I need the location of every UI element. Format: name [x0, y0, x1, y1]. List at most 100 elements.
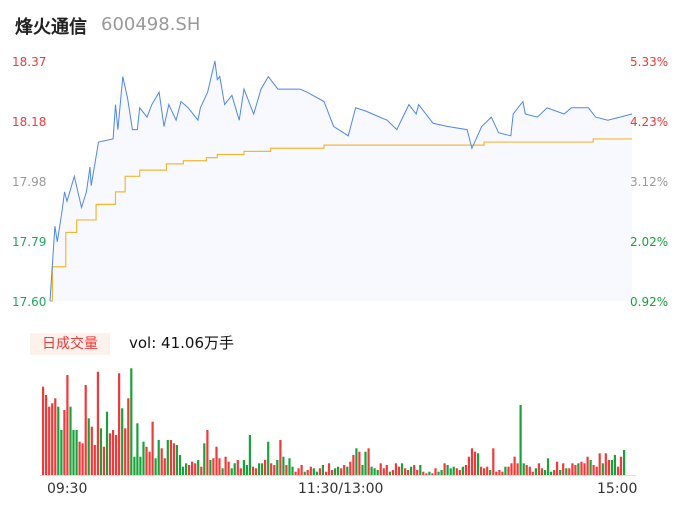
volume-bar — [550, 471, 553, 475]
volume-bar — [133, 456, 136, 475]
volume-bar — [358, 451, 361, 475]
volume-bar — [473, 451, 477, 475]
volume-bar — [607, 460, 610, 475]
volume-bar — [48, 406, 51, 475]
volume-bar — [483, 468, 486, 475]
volume-bar — [236, 460, 239, 475]
stock-name: 烽火通信 — [15, 17, 87, 38]
volume-bar — [160, 448, 163, 475]
volume-bar — [285, 465, 288, 475]
volume-bar — [458, 470, 461, 475]
volume-bar — [382, 468, 385, 475]
volume-bar — [163, 458, 166, 475]
volume-bar — [276, 460, 279, 475]
volume-bar — [108, 433, 112, 475]
volume-bar — [57, 406, 60, 475]
volume-bar — [385, 465, 388, 475]
volume-bar — [553, 470, 556, 475]
volume-bar — [291, 466, 294, 475]
volume-bar — [194, 463, 197, 475]
volume-bar — [464, 465, 467, 475]
volume-bar — [400, 463, 404, 475]
volume-bar — [306, 470, 309, 475]
volume-bar — [537, 463, 540, 475]
volume-bar — [434, 468, 437, 475]
volume-bar — [546, 458, 550, 475]
volume-bar — [601, 463, 604, 475]
volume-bar — [343, 465, 346, 475]
volume-bar — [525, 465, 528, 475]
volume-bar — [556, 461, 559, 475]
volume-bar — [157, 440, 160, 475]
volume-bar — [416, 470, 419, 475]
price-line — [49, 60, 633, 302]
volume-bar — [172, 443, 175, 475]
x-tick-close: 15:00 — [597, 481, 638, 497]
volume-bar — [87, 418, 90, 475]
volume-bar — [495, 471, 498, 475]
volume-bar — [522, 463, 525, 475]
volume-bar — [181, 466, 185, 475]
volume-bar — [224, 456, 227, 475]
volume-bar — [431, 473, 434, 475]
volume-bar — [559, 470, 562, 475]
volume-bar — [251, 466, 255, 475]
volume-bar — [477, 453, 480, 475]
volume-bar — [407, 470, 410, 475]
stock-code: 600498.SH — [101, 14, 201, 35]
daily-volume-tab[interactable]: 日成交量 — [30, 333, 110, 355]
volume-bar — [519, 405, 522, 475]
volume-bar — [154, 458, 157, 475]
volume-bar — [534, 468, 537, 475]
volume-bar — [449, 468, 452, 475]
volume-bar — [623, 450, 626, 475]
volume-bar — [370, 466, 373, 475]
volume-bar — [404, 468, 407, 475]
volume-bar — [364, 451, 367, 475]
volume-bar — [81, 443, 84, 475]
volume-bar — [367, 448, 370, 475]
volume-bar — [337, 466, 340, 475]
volume-bar — [595, 466, 598, 475]
volume-bar — [300, 465, 303, 475]
volume-bar — [565, 468, 568, 475]
volume-bar — [60, 430, 63, 475]
y-right-tick: 3.12% — [630, 175, 669, 189]
volume-bar — [69, 406, 72, 475]
volume-bar — [105, 411, 109, 475]
volume-bar — [349, 461, 352, 475]
volume-bar — [619, 456, 623, 475]
volume-bar — [197, 460, 200, 475]
volume-bar — [470, 448, 474, 475]
volume-bar — [616, 466, 620, 475]
volume-bar — [242, 460, 245, 475]
volume-bar — [90, 426, 93, 475]
volume-bar — [218, 458, 221, 475]
volume-bar — [604, 453, 607, 475]
volume-bar — [543, 470, 547, 475]
volume-bar — [318, 468, 321, 475]
volume-bar — [446, 465, 449, 475]
volume-bar — [324, 471, 328, 475]
volume-bar — [498, 470, 501, 475]
y-left-tick: 18.37 — [12, 55, 47, 69]
volume-bar — [142, 441, 145, 475]
y-left-tick: 17.79 — [12, 235, 47, 249]
volume-bar — [175, 445, 178, 475]
volume-bar — [613, 455, 616, 475]
volume-bar — [513, 456, 516, 475]
volume-bar — [327, 463, 331, 475]
volume-bar — [394, 463, 397, 475]
volume-bar — [261, 463, 264, 475]
volume-bar — [334, 468, 337, 475]
x-tick-midday: 11:30/13:00 — [298, 481, 384, 497]
average-price-line — [50, 138, 632, 302]
volume-bar — [340, 468, 343, 475]
volume-bar — [331, 470, 334, 475]
volume-bar — [425, 473, 428, 475]
volume-bar — [188, 465, 191, 475]
volume-bar — [185, 463, 188, 475]
volume-bar — [452, 466, 455, 475]
volume-bar — [321, 465, 324, 475]
volume-bar — [273, 465, 276, 475]
